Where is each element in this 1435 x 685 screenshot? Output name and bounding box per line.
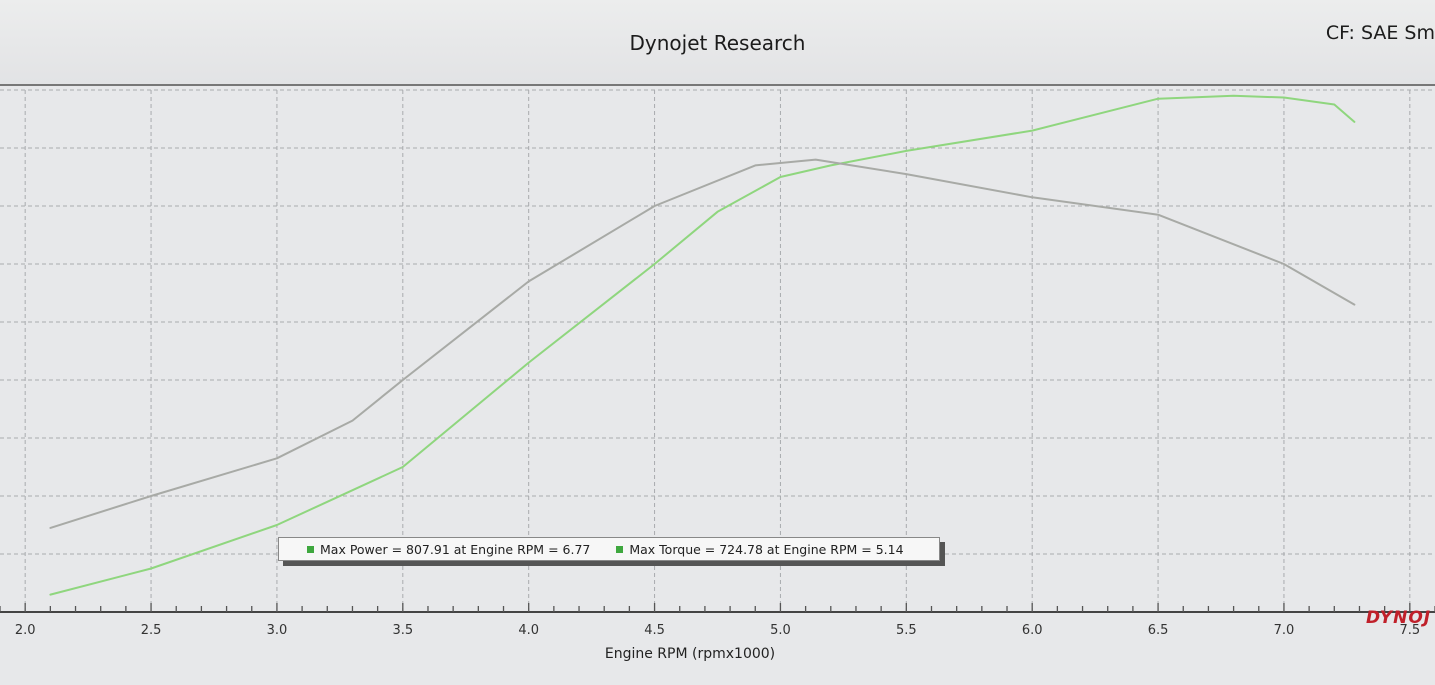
chart-title: Dynojet Research <box>629 31 806 55</box>
series-line-0 <box>49 94 1356 596</box>
x-tick-label-0: 2.0 <box>15 623 36 638</box>
x-axis-label: Engine RPM (rpmx1000) <box>604 646 776 662</box>
series-line-1 <box>49 158 1356 529</box>
correction-factor-label: CF: SAE Sm <box>1325 22 1435 44</box>
x-tick-label-4: 4.0 <box>518 623 539 638</box>
chart-header: Dynojet Research CF: SAE Sm <box>0 0 1435 86</box>
legend-swatch-torque <box>616 545 624 553</box>
legend-text-torque: Max Torque = 724.78 at Engine RPM = 5.14 <box>629 541 904 557</box>
legend-item-power: Max Power = 807.91 at Engine RPM = 6.77 <box>307 542 590 557</box>
legend-text-power: Max Power = 807.91 at Engine RPM = 6.77 <box>320 541 591 557</box>
x-tick-label-3: 3.5 <box>392 623 413 638</box>
chart-series-group <box>49 94 1356 596</box>
x-tick-label-5: 4.5 <box>644 623 665 638</box>
dynojet-logo: DYNOJ <box>1366 608 1432 628</box>
legend-swatch-power <box>307 545 314 553</box>
x-tick-label-8: 6.0 <box>1022 623 1043 638</box>
legend-item-torque: Max Torque = 724.78 at Engine RPM = 5.14 <box>616 541 904 557</box>
x-tick-labels: 2.0 2.5 3.0 3.5 4.0 4.5 5.0 5.5 6.0 6.5 7.0 7.5 <box>15 623 1420 638</box>
x-tick-label-6: 5.0 <box>770 623 791 638</box>
x-tick-label-9: 6.5 <box>1148 623 1169 638</box>
x-tick-label-2: 3.0 <box>267 623 288 638</box>
x-tick-label-11: 7.5 <box>1399 623 1420 638</box>
chart-grid <box>0 89 1435 612</box>
x-axis <box>0 603 1435 613</box>
x-tick-label-1: 2.5 <box>141 623 162 638</box>
chart-legend: Max Power = 807.91 at Engine RPM = 6.77 … <box>278 537 940 561</box>
x-tick-label-10: 7.0 <box>1274 623 1295 638</box>
x-tick-label-7: 5.5 <box>896 623 917 638</box>
